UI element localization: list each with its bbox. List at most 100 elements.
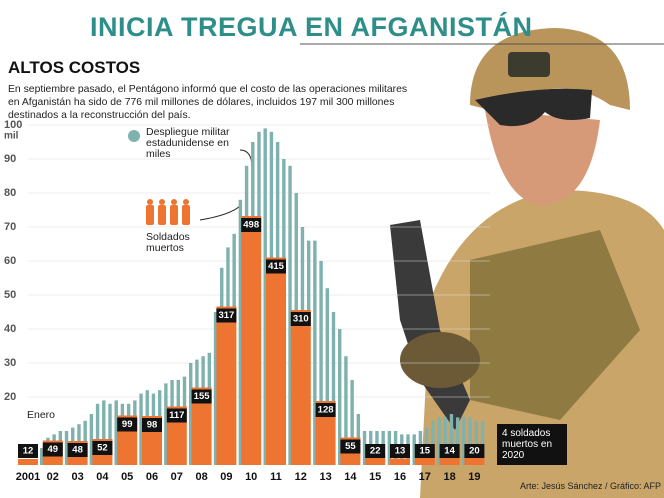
- bar: [266, 257, 286, 465]
- deployment-bar: [443, 417, 447, 465]
- y-tick-label: 80: [4, 187, 16, 199]
- value-label-box: [290, 312, 311, 326]
- value-label-box: [142, 418, 162, 432]
- deployment-bar: [468, 417, 472, 465]
- deployment-bar: [480, 420, 485, 465]
- deployment-bar: [350, 380, 354, 465]
- x-tick-label: 16: [394, 471, 406, 483]
- x-tick-label: 02: [47, 471, 59, 483]
- value-label-box: [390, 444, 410, 458]
- x-tick-label: 15: [369, 471, 381, 483]
- deployment-bar: [387, 431, 392, 465]
- value-label: 15: [420, 446, 431, 457]
- credit: Arte: Jesús Sánchez / Gráfico: AFP: [520, 481, 662, 491]
- deployment-bar: [437, 417, 441, 465]
- y-tick-label: 70: [4, 221, 16, 233]
- bar: [241, 216, 262, 465]
- y-tick-label: 50: [4, 289, 16, 301]
- soldier-vest: [470, 230, 640, 420]
- x-tick-label: 2001: [16, 471, 40, 483]
- helmet-mount: [508, 52, 550, 77]
- value-label: 117: [169, 410, 184, 421]
- y-tick-label: 20: [4, 391, 16, 403]
- y-tick-label: 30: [4, 357, 16, 369]
- deployment-bar: [238, 199, 243, 466]
- deployment-bar: [362, 431, 367, 465]
- deployment-bar: [455, 417, 460, 465]
- x-tick-label: 13: [319, 471, 331, 483]
- value-label: 12: [23, 446, 34, 457]
- value-label: 98: [147, 420, 158, 431]
- deployment-bar: [331, 312, 336, 465]
- value-label-box: [340, 439, 361, 454]
- deployment-bar: [338, 329, 342, 465]
- y-tick-label: 40: [4, 323, 16, 335]
- x-tick-label: 18: [443, 471, 455, 483]
- x-tick-label: 06: [146, 471, 158, 483]
- deployment-bar: [40, 448, 44, 465]
- value-label-box: [117, 417, 138, 432]
- bar: [290, 310, 311, 465]
- glove: [400, 332, 480, 388]
- deployment-bar: [89, 414, 94, 465]
- value-label-box: [191, 389, 212, 404]
- value-label-box: [315, 403, 336, 417]
- bar: [18, 459, 38, 465]
- legend-figures: [146, 199, 190, 225]
- x-tick-label: 03: [71, 471, 83, 483]
- deployment-bar: [213, 312, 218, 465]
- deployment-bar: [164, 383, 168, 465]
- value-label: 14: [444, 446, 455, 457]
- deployment-bar: [344, 356, 348, 465]
- bar: [464, 455, 485, 465]
- deployment-bar: [431, 420, 435, 465]
- sunglasses: [475, 88, 592, 127]
- deployment-bar: [288, 165, 292, 466]
- subtitle: ALTOS COSTOS: [8, 58, 141, 77]
- x-tick-label: 10: [245, 471, 257, 483]
- leader-line: [199, 205, 241, 221]
- x-tick-label: 14: [344, 471, 357, 483]
- value-label-box: [18, 444, 38, 458]
- value-label-box: [414, 444, 435, 458]
- deployment-bar: [412, 434, 416, 465]
- deployment-bar: [319, 261, 323, 465]
- x-tick-label: 05: [121, 471, 133, 483]
- value-label-box: [67, 443, 88, 457]
- bar: [216, 306, 237, 465]
- value-label: 415: [268, 261, 285, 272]
- annotation: 4 soldados muertos en 2020: [497, 424, 567, 465]
- value-label-box: [42, 442, 63, 457]
- bar: [390, 458, 410, 465]
- value-label-box: [439, 444, 460, 458]
- deployment-bar: [325, 288, 329, 465]
- x-tick-label: 12: [295, 471, 307, 483]
- deployment-bar: [108, 403, 112, 465]
- y-tick-label: 60: [4, 255, 16, 267]
- value-label: 55: [345, 441, 356, 452]
- value-label: 99: [122, 419, 133, 430]
- deployment-bar: [313, 240, 317, 465]
- y-tick-label: 90: [4, 153, 16, 165]
- legend-dot: [128, 130, 140, 142]
- value-label-box: [365, 444, 386, 458]
- y-tick-label: 100: [4, 119, 22, 131]
- description: En septiembre pasado, el Pentágono infor…: [8, 84, 408, 121]
- value-label-box: [241, 218, 262, 232]
- value-label: 22: [370, 446, 381, 457]
- bar: [365, 454, 386, 465]
- value-label-box: [92, 441, 113, 455]
- deployment-bar: [139, 393, 143, 465]
- x-tick-label: 07: [171, 471, 183, 483]
- value-label-box: [166, 408, 187, 423]
- value-label: 317: [218, 310, 234, 321]
- bar: [439, 458, 460, 465]
- value-label: 498: [243, 220, 259, 231]
- deployment-bar: [462, 417, 466, 465]
- bar: [414, 457, 435, 465]
- bar: [191, 387, 212, 465]
- deployment-bar: [102, 400, 106, 465]
- deployment-bar: [263, 128, 267, 465]
